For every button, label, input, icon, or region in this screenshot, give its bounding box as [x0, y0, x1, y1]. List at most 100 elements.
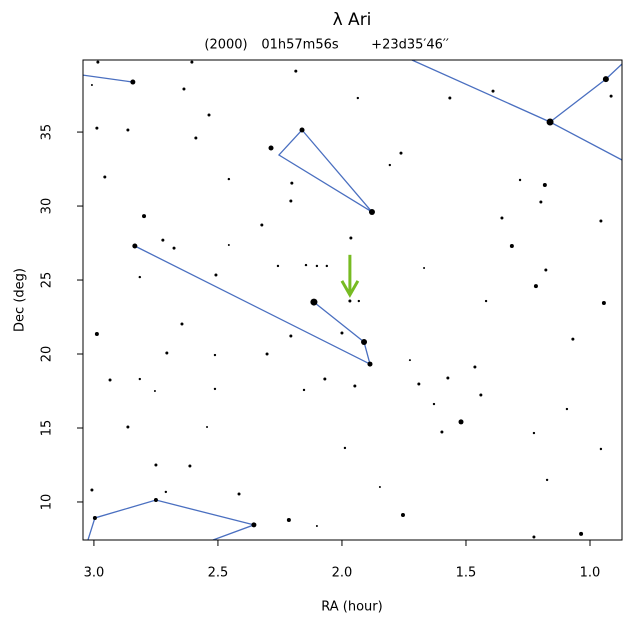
star [325, 264, 329, 268]
star [153, 389, 156, 392]
star [227, 243, 230, 246]
star [130, 79, 136, 85]
star [518, 178, 522, 182]
star [315, 264, 319, 268]
star [237, 492, 241, 496]
star [188, 464, 192, 468]
star [315, 524, 318, 527]
star [601, 300, 606, 305]
arrow-head [340, 280, 360, 298]
star [108, 378, 112, 382]
star [90, 488, 94, 492]
star [95, 126, 99, 130]
star [565, 407, 569, 411]
star [367, 361, 373, 367]
star [268, 145, 274, 151]
star [368, 208, 375, 215]
star [400, 512, 405, 517]
star [539, 200, 543, 204]
star [138, 275, 142, 279]
y-tick-label: 25 [40, 272, 55, 289]
star [378, 486, 381, 489]
star [491, 89, 495, 93]
star [599, 447, 603, 451]
star [356, 96, 360, 100]
star [546, 118, 554, 126]
star [440, 430, 444, 434]
star [602, 76, 609, 83]
constellation-line [83, 74, 133, 83]
star [172, 246, 176, 250]
star [289, 199, 293, 203]
x-tick-label: 3.0 [84, 566, 105, 581]
star [399, 151, 403, 155]
star [180, 322, 184, 326]
y-axis-label: Dec (deg) [13, 268, 28, 332]
star [96, 60, 100, 64]
star [408, 359, 411, 362]
star [571, 337, 575, 341]
star [126, 425, 130, 429]
plot-area [83, 60, 622, 540]
dec-text: +23d35′46′′ [371, 38, 449, 53]
star [126, 128, 130, 132]
star [132, 243, 138, 249]
star [190, 60, 194, 64]
star [251, 522, 257, 528]
star [213, 353, 217, 357]
y-tick-label: 20 [40, 346, 55, 363]
star [290, 181, 294, 185]
star [165, 351, 169, 355]
epoch: (2000) [204, 38, 247, 53]
star [458, 419, 464, 425]
star [194, 136, 198, 140]
star [302, 388, 306, 392]
star [417, 382, 421, 386]
star [265, 352, 269, 356]
star [138, 377, 142, 381]
star [349, 236, 353, 240]
star [92, 515, 97, 520]
plot-frame [82, 59, 623, 541]
constellation-line [134, 245, 371, 366]
star [260, 223, 264, 227]
x-axis-label: RA (hour) [321, 600, 382, 615]
star [153, 498, 158, 503]
star [473, 365, 477, 369]
star [353, 384, 357, 388]
star [340, 331, 344, 335]
star [142, 214, 147, 219]
constellation-line [87, 499, 257, 540]
star [103, 175, 107, 179]
star [154, 463, 158, 467]
star [323, 377, 327, 381]
constellation-line [277, 129, 373, 213]
y-tick-label: 15 [40, 420, 55, 437]
star [304, 263, 308, 267]
star [276, 264, 280, 268]
star [479, 393, 483, 397]
star [343, 446, 347, 450]
star [214, 273, 218, 277]
star [542, 183, 547, 188]
star [182, 87, 186, 91]
star [388, 163, 392, 167]
star [310, 298, 318, 306]
star [206, 425, 209, 428]
target-arrow [340, 254, 360, 298]
star [544, 268, 548, 272]
star [348, 299, 352, 303]
star [500, 216, 504, 220]
y-tick-label: 10 [40, 494, 55, 511]
constellation-line [549, 63, 622, 123]
star [299, 127, 305, 133]
star [164, 490, 168, 494]
star [361, 339, 368, 346]
star [533, 284, 538, 289]
star [207, 113, 211, 117]
y-tick-label: 35 [40, 124, 55, 141]
star [213, 387, 217, 391]
star [294, 69, 298, 73]
star [227, 177, 231, 181]
